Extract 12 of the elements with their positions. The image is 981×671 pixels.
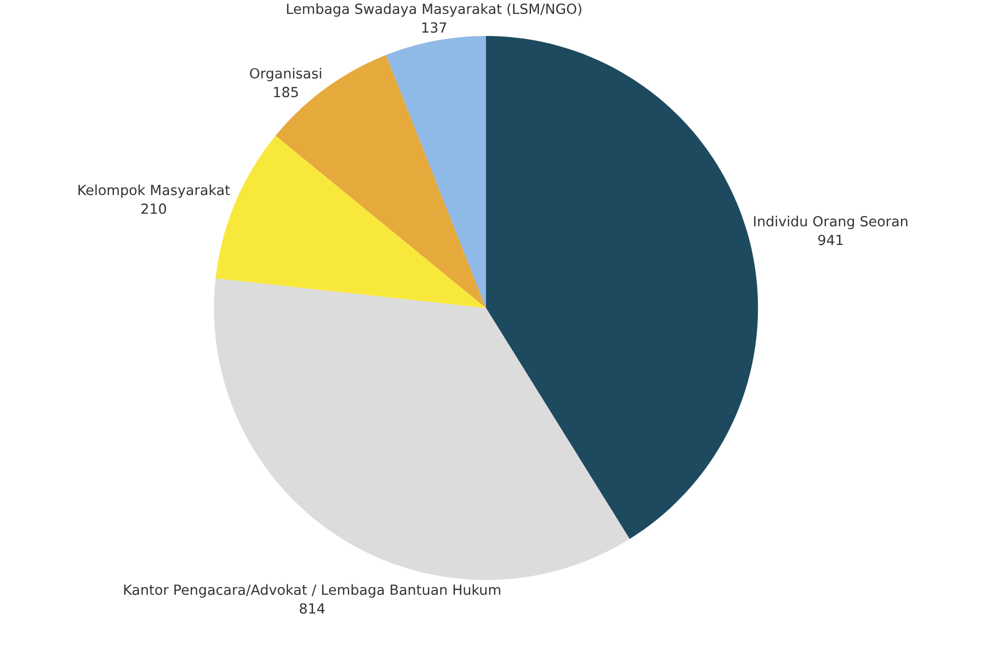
pie-slice [214,278,630,580]
data-label: 137 [422,22,446,33]
slice-label: Kantor Pengacara/Advokat / Lembaga Bantuan Hukum [124,584,500,598]
slice-label: Individu Orang Seoran [754,216,908,230]
data-label: 210 [141,203,166,214]
data-label: 941 [818,234,843,246]
data-label: 185 [274,86,298,98]
pie-slice [386,36,486,308]
slice-label: Organisasi [250,68,322,82]
data-label: 814 [300,603,325,614]
slice-label: Lembaga Swadaya Masyarakat (LSM/NGO) [287,3,582,17]
slice-label: Kelompok Masyarakat [78,184,230,198]
